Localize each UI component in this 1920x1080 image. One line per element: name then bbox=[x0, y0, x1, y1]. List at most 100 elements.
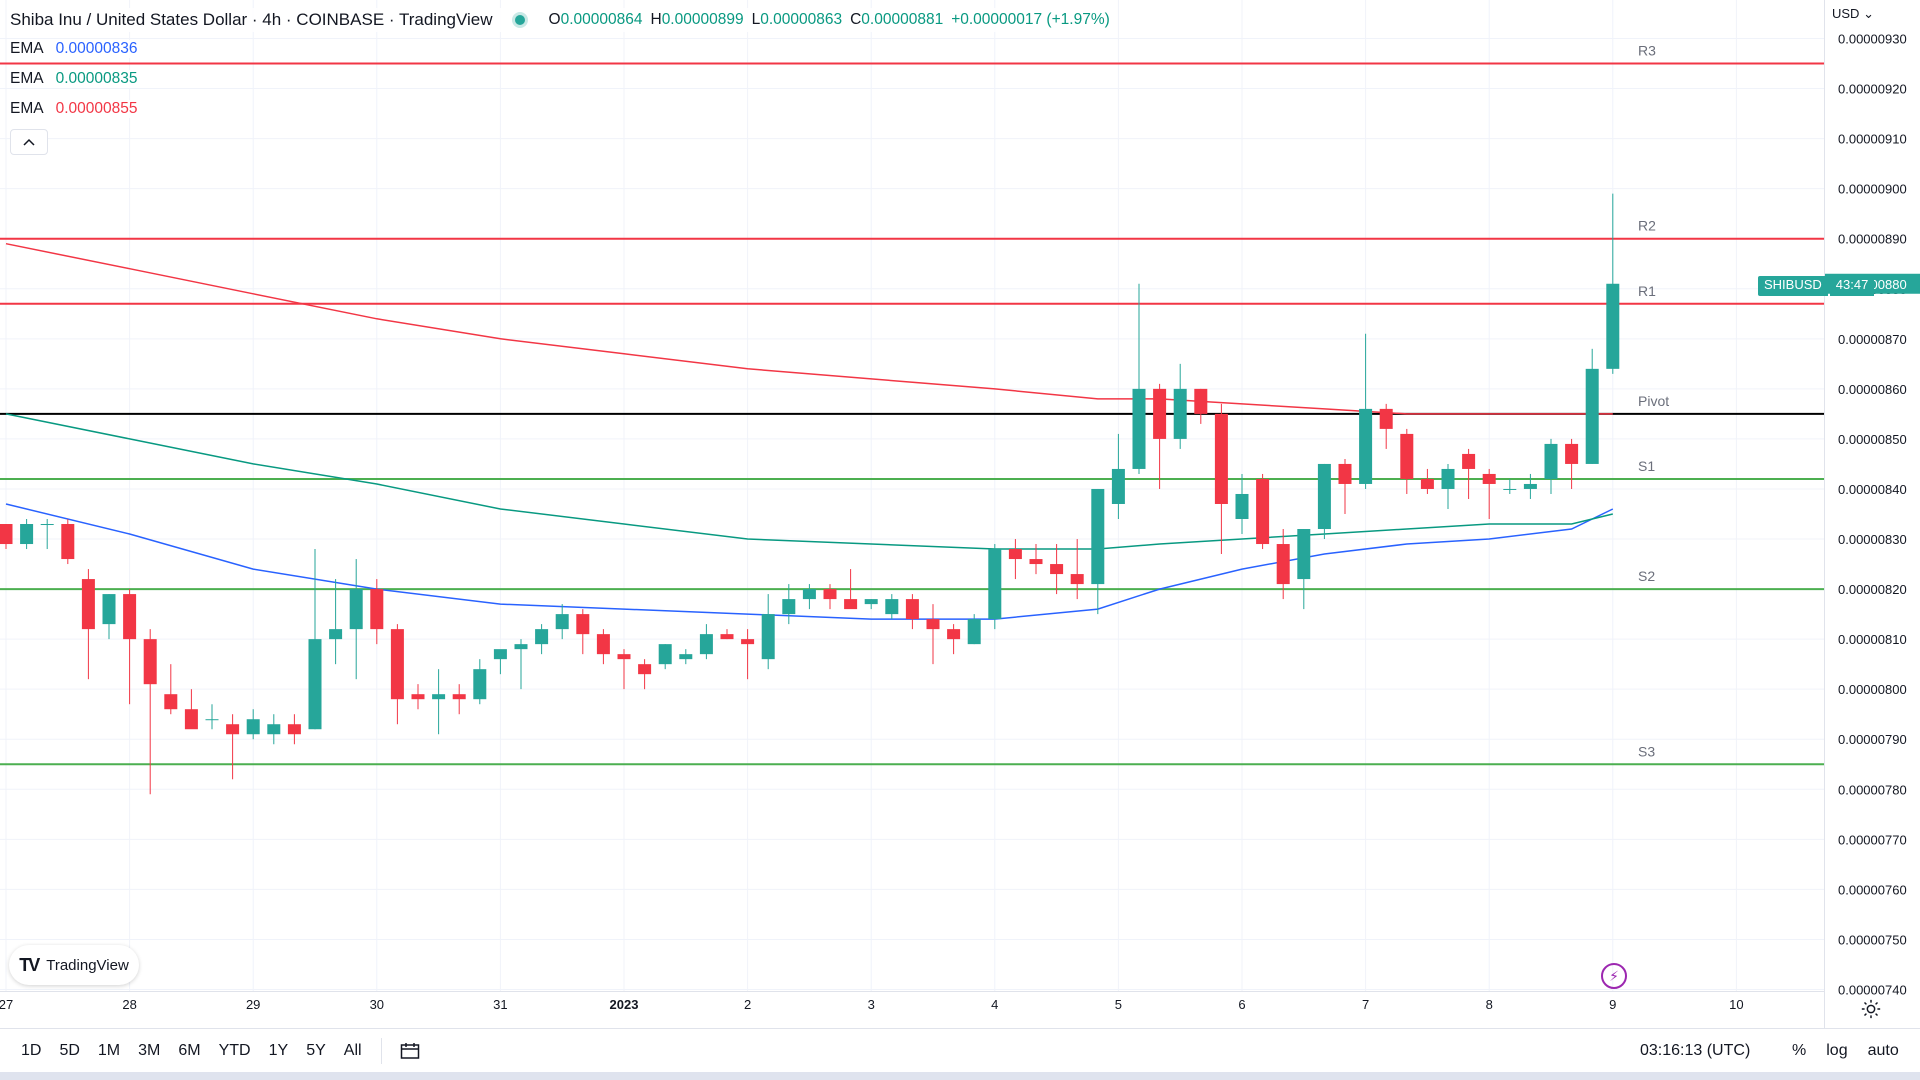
candle bbox=[1132, 283, 1146, 474]
level-label-s1: S1 bbox=[1638, 458, 1655, 474]
ohlc-low-value: 0.00000863 bbox=[760, 11, 843, 28]
candle-body bbox=[1256, 478, 1270, 545]
candle bbox=[1338, 458, 1352, 514]
range-all[interactable]: All bbox=[343, 1042, 362, 1059]
candle-body bbox=[988, 549, 1002, 620]
candle bbox=[473, 659, 487, 705]
price-tick-label: 0.00000830 bbox=[1838, 532, 1907, 547]
candle-body bbox=[1503, 488, 1517, 490]
candle-body bbox=[40, 524, 54, 526]
candle-body bbox=[1585, 368, 1599, 464]
tradingview-logo-text: TradingView bbox=[46, 956, 129, 974]
ohlc-open-value: 0.00000864 bbox=[560, 11, 643, 28]
candle bbox=[390, 624, 404, 725]
log-scale-toggle[interactable]: log bbox=[1826, 1042, 1848, 1059]
time-tick-label: 9 bbox=[1609, 997, 1616, 1012]
candle bbox=[926, 604, 940, 665]
auto-scale-toggle[interactable]: auto bbox=[1867, 1042, 1899, 1059]
candle bbox=[1462, 448, 1476, 499]
ohlc-high-value: 0.00000899 bbox=[661, 11, 744, 28]
currency-selector[interactable]: USD ⌄ bbox=[1832, 6, 1874, 22]
candle-body bbox=[1235, 493, 1249, 520]
lightning-icon[interactable]: ⚡ bbox=[1601, 963, 1627, 989]
time-tick-label: 5 bbox=[1115, 997, 1122, 1012]
candle-body bbox=[1482, 473, 1496, 484]
candle-body bbox=[329, 629, 343, 640]
candle bbox=[679, 649, 693, 665]
time-tick-label: 2 bbox=[744, 997, 751, 1012]
range-3m[interactable]: 3M bbox=[138, 1042, 161, 1059]
scale-options: % log auto bbox=[1792, 1042, 1899, 1060]
candle-body bbox=[638, 664, 652, 675]
candle-body bbox=[617, 654, 631, 660]
candle-body bbox=[143, 639, 157, 685]
candle bbox=[638, 659, 652, 690]
candle-body bbox=[184, 709, 198, 730]
candle-body bbox=[1008, 549, 1022, 560]
candle bbox=[699, 624, 713, 660]
range-1d[interactable]: 1D bbox=[21, 1042, 42, 1059]
candle bbox=[741, 629, 755, 680]
range-1m[interactable]: 1M bbox=[97, 1042, 121, 1059]
calendar-icon[interactable] bbox=[400, 1042, 420, 1060]
ema-legend-red[interactable]: EMA 0.00000855 bbox=[10, 100, 138, 118]
candle bbox=[967, 614, 981, 645]
range-5d[interactable]: 5D bbox=[59, 1042, 80, 1059]
range-6m[interactable]: 6M bbox=[178, 1042, 201, 1059]
level-label-r1: R1 bbox=[1638, 283, 1656, 299]
price-tick-label: 0.00000910 bbox=[1838, 132, 1907, 147]
candle bbox=[1482, 468, 1496, 520]
candle bbox=[308, 549, 322, 730]
candle-body bbox=[761, 614, 775, 660]
ema-line bbox=[5, 242, 1613, 415]
candle-body bbox=[123, 594, 137, 640]
market-status-icon bbox=[514, 15, 525, 25]
candle-body bbox=[1153, 388, 1167, 439]
candle bbox=[143, 629, 157, 795]
candle-body bbox=[370, 589, 384, 630]
candle bbox=[1256, 473, 1270, 550]
candle bbox=[493, 649, 507, 675]
candle-body bbox=[0, 524, 13, 545]
candle bbox=[555, 604, 569, 640]
candle bbox=[1503, 478, 1517, 494]
percent-scale-toggle[interactable]: % bbox=[1792, 1042, 1807, 1059]
range-ytd[interactable]: YTD bbox=[218, 1042, 251, 1059]
symbol-title[interactable]: Shiba Inu / United States Dollar · 4h · … bbox=[10, 10, 493, 29]
candle-body bbox=[1194, 388, 1208, 414]
candle bbox=[905, 594, 919, 630]
bottom-toolbar: 1D 5D 1M 3M 6M YTD 1Y 5Y All 03:16:13 (U… bbox=[0, 1028, 1920, 1073]
gear-icon[interactable] bbox=[1860, 998, 1882, 1020]
candle bbox=[40, 519, 54, 550]
tradingview-logo[interactable]: TV TradingView bbox=[9, 945, 139, 985]
candle bbox=[226, 714, 240, 780]
candle-body bbox=[1462, 453, 1476, 469]
utc-clock[interactable]: 03:16:13 (UTC) bbox=[1640, 1042, 1751, 1059]
candle-body bbox=[1379, 408, 1393, 429]
range-5y[interactable]: 5Y bbox=[306, 1042, 326, 1059]
candle bbox=[1606, 193, 1620, 374]
candle bbox=[349, 559, 363, 680]
ohlc-open-key: O bbox=[548, 11, 561, 28]
candle bbox=[205, 704, 219, 730]
range-1y[interactable]: 1Y bbox=[268, 1042, 289, 1059]
time-tick-label: 7 bbox=[1362, 997, 1369, 1012]
candle-body bbox=[1111, 468, 1125, 504]
candle-body bbox=[205, 719, 219, 721]
chevron-down-icon: ⌄ bbox=[1863, 6, 1874, 21]
candle bbox=[1091, 488, 1105, 615]
candle-body bbox=[411, 694, 425, 700]
candle bbox=[1214, 403, 1228, 555]
candle-body bbox=[20, 524, 34, 545]
candle-body bbox=[1297, 529, 1311, 580]
candle bbox=[1194, 388, 1208, 424]
collapse-legend-button[interactable] bbox=[10, 129, 48, 155]
ema-legend-blue[interactable]: EMA 0.00000836 bbox=[10, 40, 138, 58]
ohlc-high-key: H bbox=[650, 11, 662, 28]
ohlc-close-value: 0.00000881 bbox=[861, 11, 944, 28]
candle bbox=[1585, 348, 1599, 464]
candle bbox=[1235, 473, 1249, 535]
candle bbox=[20, 519, 34, 550]
ema-legend-green[interactable]: EMA 0.00000835 bbox=[10, 70, 138, 88]
price-chart[interactable]: R3 R2 R1 Pivot S1 S2 S3 0.00000930 0.00000920 0.0… bbox=[0, 0, 1920, 1028]
